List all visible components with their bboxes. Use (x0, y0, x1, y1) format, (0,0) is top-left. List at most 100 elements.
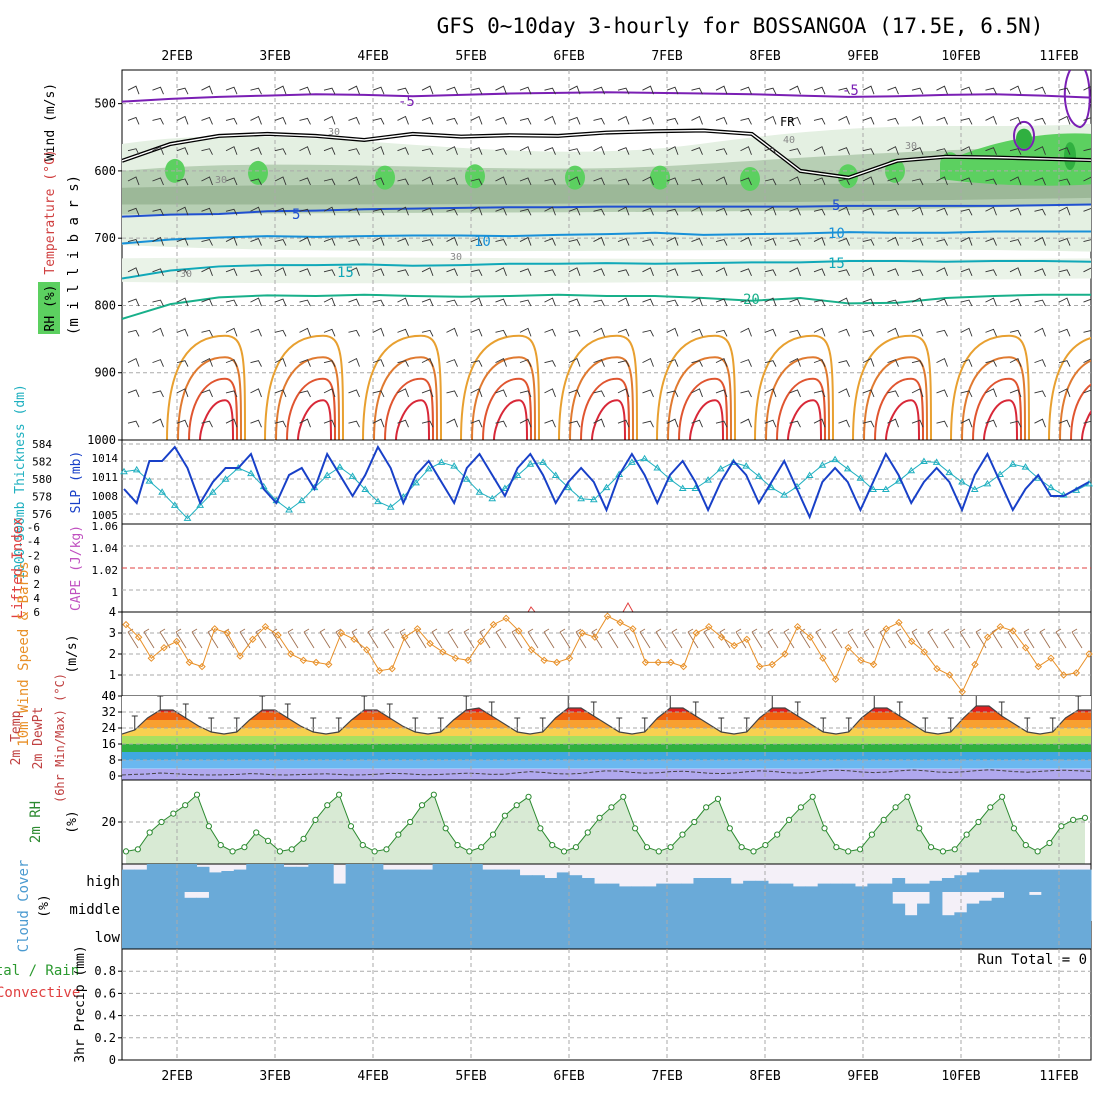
middle-cloud-bar (469, 892, 483, 921)
wind-barb (127, 420, 140, 428)
wind-barb (323, 237, 336, 246)
wind-barb (176, 115, 189, 125)
wind-barb (715, 267, 728, 276)
wind-barb (568, 267, 581, 276)
wind-barb (470, 87, 483, 95)
high-cloud-bar (345, 864, 359, 892)
thickness-slp-panel: 584 582 580 578 576 1014 1011 1008 1005 1000-500… (13, 384, 1093, 580)
high-cloud-bar (432, 864, 446, 892)
warm-contour (177, 356, 242, 440)
high-cloud-bar (320, 864, 334, 892)
warm-contour (482, 377, 532, 440)
middle-cloud-bar (208, 892, 222, 921)
surface-barb (383, 631, 395, 649)
thickness-marker (628, 458, 636, 465)
high-cloud-bar (929, 880, 943, 892)
ylabel-rh2m: 2m RH (28, 801, 44, 843)
wind-barb (642, 358, 654, 367)
surface-barb (431, 631, 443, 649)
surface-barb (1055, 631, 1067, 649)
wind-barb (495, 298, 507, 307)
surface-barb-flag (927, 628, 934, 633)
label-rh30-c: 30 (180, 269, 192, 280)
high-cloud-bar (333, 883, 347, 892)
middle-cloud-bar (656, 892, 670, 921)
wind-barb (617, 297, 630, 307)
ylabel-li: Lifted Index (10, 517, 26, 618)
wind-barb (274, 358, 287, 367)
top-date-label: 11FEB (1039, 49, 1078, 64)
thickness-marker (424, 464, 433, 472)
wind-barb (544, 237, 556, 246)
wind-marker (895, 618, 903, 627)
wind-barb (960, 418, 973, 428)
wind-barb (519, 359, 532, 367)
wind-barb (397, 237, 409, 246)
high-cloud-bar (507, 869, 521, 892)
wind-barb (470, 328, 483, 337)
high-cloud-bar (295, 866, 309, 892)
bottom-date-label: 9FEB (847, 1069, 878, 1084)
wind-marker (274, 631, 282, 639)
middle-cloud-bar (768, 892, 781, 921)
middle-cloud-bar (979, 900, 993, 921)
wind-marker (287, 650, 295, 658)
temperature-2m-panel: 0 8 16 24 32 40 2m Temp 2m DewPt (6hr Min/Max… (9, 673, 1092, 803)
wind-barb (225, 359, 238, 367)
wind-barb (838, 419, 850, 428)
wind-barb (519, 177, 532, 186)
rh-moist-core (1064, 142, 1076, 171)
wind-barb (715, 298, 728, 307)
wind-marker (907, 637, 916, 646)
surface-barb-flag (751, 628, 758, 633)
tick-label: 0 (109, 689, 116, 703)
wind-barb (593, 208, 605, 216)
ylabel-cape: CAPE (J/kg) (69, 525, 84, 611)
wind-barb (176, 297, 189, 307)
wind-barb (470, 297, 483, 307)
wind-barb (960, 177, 973, 186)
wind-barb (372, 208, 385, 216)
wind-speed-line (125, 615, 1090, 693)
tick-label: 1 (109, 668, 116, 682)
wind-barb (152, 390, 164, 398)
middle-cloud-bar (258, 892, 272, 921)
wind-barb (544, 297, 556, 307)
rh-marker (454, 842, 461, 849)
high-cloud-bar (208, 872, 222, 892)
thickness-marker (475, 488, 484, 495)
wind-barb (127, 116, 140, 125)
wind-barb (691, 360, 703, 367)
thickness-marker (1008, 460, 1017, 467)
tick-label: 16 (102, 737, 116, 751)
wind-barb (617, 328, 630, 337)
surface-barb-flag (959, 628, 966, 633)
high-cloud-bar (1053, 869, 1067, 892)
wind-marker (325, 660, 333, 669)
grid-upper-air (122, 70, 1091, 440)
surface-barb (799, 631, 811, 649)
thickness-marker (539, 458, 547, 465)
wind-barb (544, 269, 556, 277)
tick-label: 0.8 (94, 964, 116, 978)
wind-marker (996, 622, 1005, 631)
high-cloud-bar (1028, 869, 1042, 892)
wind-barb (666, 390, 679, 398)
rh-marker (549, 842, 556, 849)
wind-barb (960, 117, 973, 125)
wind-barb (274, 148, 287, 155)
wind-barb (274, 267, 287, 276)
wind-barb (299, 208, 311, 216)
rh-marker (217, 842, 224, 849)
wind-barb (250, 147, 262, 155)
wind-barb (250, 419, 262, 428)
wind-barb (348, 298, 360, 307)
middle-cloud-bar (991, 897, 1005, 921)
thickness-marker (691, 484, 700, 492)
surface-barb (911, 631, 923, 649)
wind-marker (983, 633, 992, 641)
wind-marker (413, 625, 422, 633)
surface-barb (639, 631, 651, 649)
li-tick-label: 6 (33, 606, 40, 619)
wind-barb (176, 328, 189, 337)
